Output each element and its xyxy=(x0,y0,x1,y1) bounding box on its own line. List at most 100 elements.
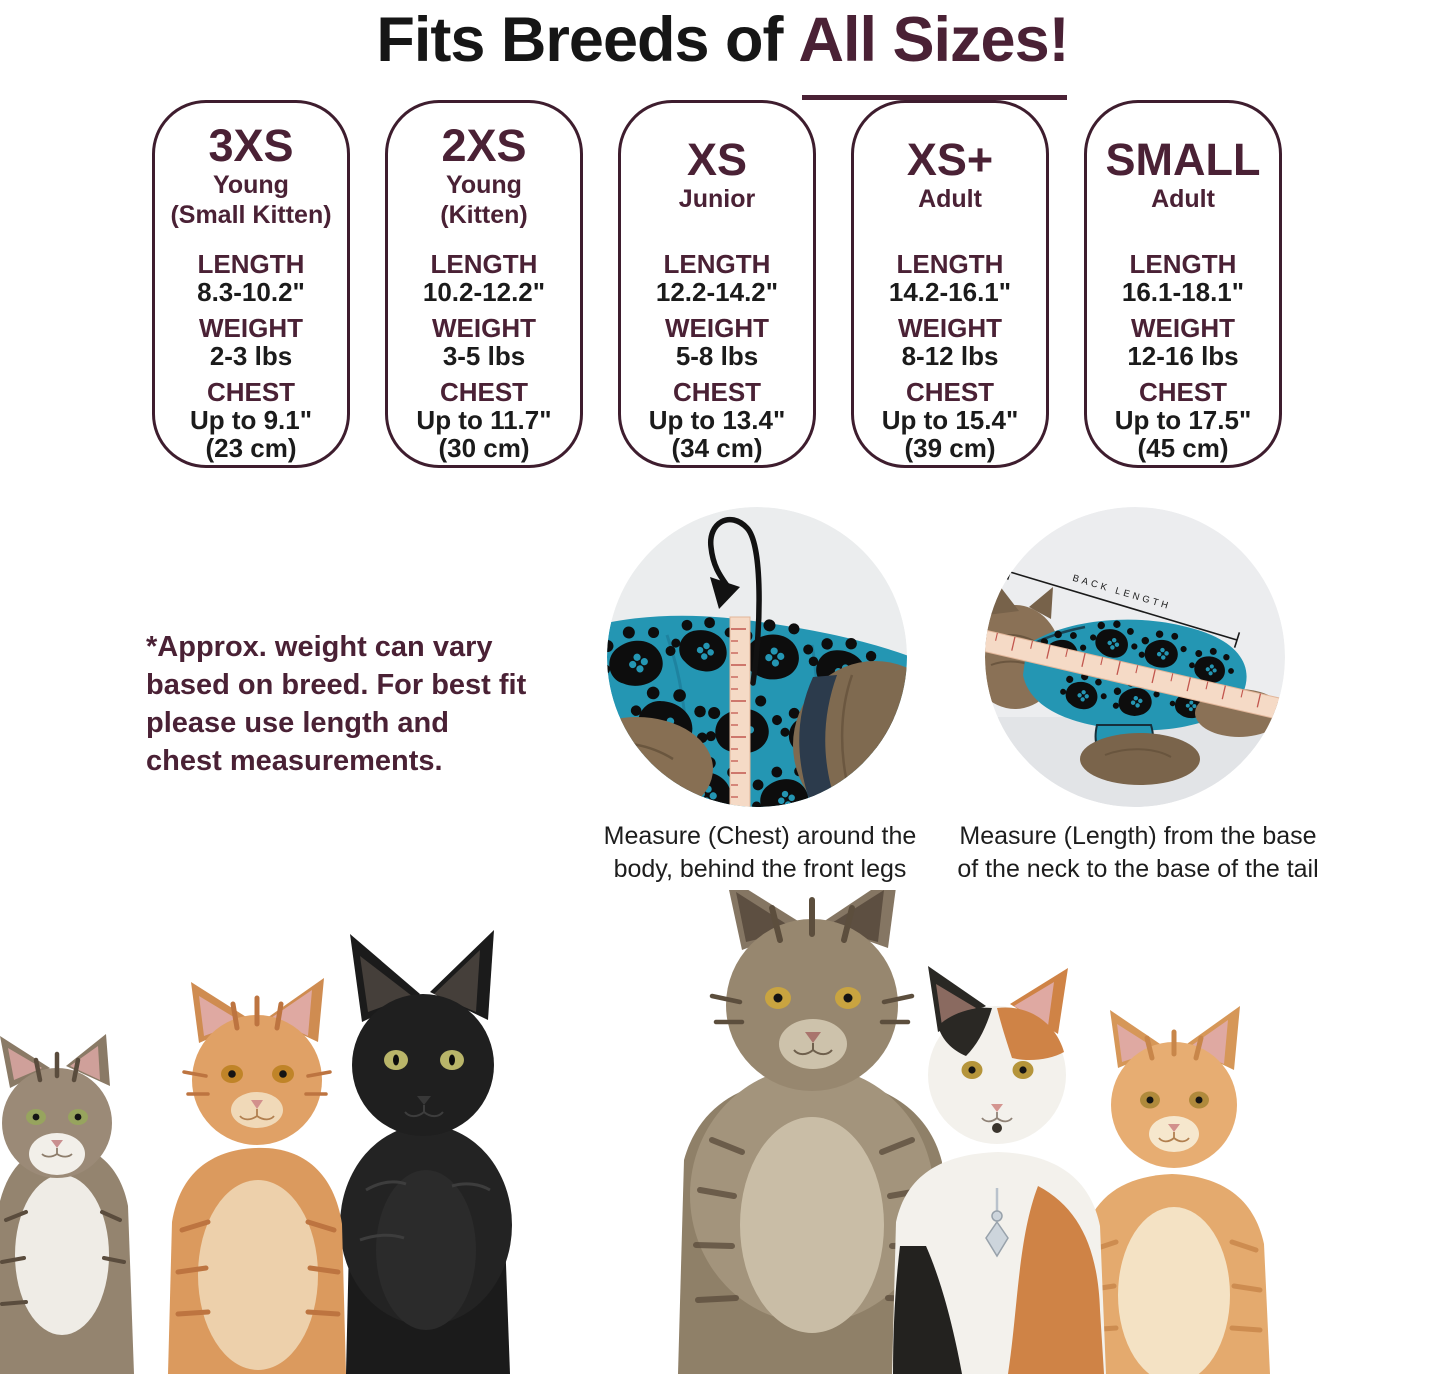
size-name: SMALL xyxy=(1105,134,1261,185)
title-prefix: Fits Breeds of xyxy=(376,5,783,75)
title-highlight: All Sizes! xyxy=(799,4,1070,100)
chest-value: Up to 9.1" xyxy=(189,405,313,435)
chest-spec: CHEST Up to 17.5" (45 cm) xyxy=(1087,378,1279,462)
card-header: 3XS Young (Small Kitten) xyxy=(155,122,347,250)
cat-illustration-large-tabby xyxy=(678,890,948,1374)
suit-collar-trim xyxy=(799,675,839,807)
cat-ear xyxy=(987,585,1019,615)
fit-note-line: *Approx. weight can vary xyxy=(146,631,493,663)
size-card-2xs: 2XS Young (Kitten) LENGTH 10.2-12.2" WEI… xyxy=(385,100,583,468)
size-name: XS xyxy=(686,134,748,185)
size-name: 3XS xyxy=(208,120,294,171)
measuring-tape xyxy=(985,624,1285,727)
weight-value: 2-3 lbs xyxy=(209,341,293,371)
size-group: Junior xyxy=(678,185,756,213)
size-name: XS+ xyxy=(906,134,994,185)
chest-label: CHEST xyxy=(905,377,995,407)
chest-measure-illustration xyxy=(607,507,907,807)
weight-spec: WEIGHT 3-5 lbs xyxy=(388,314,580,370)
weight-label: WEIGHT xyxy=(898,313,1002,343)
chest-cm-value: (30 cm) xyxy=(438,433,530,463)
cat-ear xyxy=(1029,587,1053,619)
length-label: LENGTH xyxy=(663,249,771,279)
length-value: 14.2-16.1" xyxy=(888,277,1012,307)
length-spec: LENGTH 16.1-18.1" xyxy=(1087,250,1279,306)
weight-label: WEIGHT xyxy=(665,313,769,343)
size-group: Adult xyxy=(918,185,982,213)
cats-photo xyxy=(0,890,1445,1374)
caption-line: Measure (Length) from the base xyxy=(959,822,1317,850)
chest-cm-value: (39 cm) xyxy=(904,433,996,463)
size-group: Young xyxy=(446,171,522,199)
length-value: 16.1-18.1" xyxy=(1121,277,1245,307)
size-cards-row: 3XS Young (Small Kitten) LENGTH 8.3-10.2… xyxy=(152,100,1283,468)
chest-spec: CHEST Up to 15.4" (39 cm) xyxy=(854,378,1046,462)
chest-value: Up to 11.7" xyxy=(416,405,552,435)
chest-spec: CHEST Up to 11.7" (30 cm) xyxy=(388,378,580,462)
caption-line: Measure (Chest) around the xyxy=(603,822,917,850)
cat-illustration-black-cat xyxy=(340,930,512,1374)
length-measure-illustration: BACK LENGTH xyxy=(985,507,1285,807)
length-spec: LENGTH 10.2-12.2" xyxy=(388,250,580,306)
length-spec: LENGTH 12.2-14.2" xyxy=(621,250,813,306)
weight-spec: WEIGHT 2-3 lbs xyxy=(155,314,347,370)
chest-cm-value: (34 cm) xyxy=(671,433,763,463)
fit-note-line: chest measurements. xyxy=(146,745,443,777)
cat-illustration-kitten xyxy=(0,1034,134,1374)
title-underline xyxy=(801,95,1067,100)
length-measure-caption: Measure (Length) from the base of the ne… xyxy=(918,820,1358,886)
weight-value: 5-8 lbs xyxy=(675,341,759,371)
chest-value: Up to 15.4" xyxy=(881,405,1019,435)
chest-cm-value: (23 cm) xyxy=(205,433,297,463)
chest-cm-value: (45 cm) xyxy=(1137,433,1229,463)
weight-spec: WEIGHT 5-8 lbs xyxy=(621,314,813,370)
size-card-xs: XS Junior LENGTH 12.2-14.2" WEIGHT 5-8 l… xyxy=(618,100,816,468)
chest-spec: CHEST Up to 9.1" (23 cm) xyxy=(155,378,347,462)
length-spec: LENGTH 14.2-16.1" xyxy=(854,250,1046,306)
length-value: 8.3-10.2" xyxy=(197,277,305,307)
card-header: XS Junior xyxy=(621,122,813,250)
length-measure-photo: BACK LENGTH xyxy=(985,507,1285,807)
length-label: LENGTH xyxy=(197,249,305,279)
curved-arrow-icon xyxy=(708,516,762,686)
size-group-detail: (Kitten) xyxy=(440,201,528,229)
cat-hind-fur xyxy=(1080,733,1200,785)
weight-spec: WEIGHT 8-12 lbs xyxy=(854,314,1046,370)
chest-label: CHEST xyxy=(439,377,529,407)
card-header: XS+ Adult xyxy=(854,122,1046,250)
chest-measure-photo xyxy=(607,507,907,807)
size-card-small: SMALL Adult LENGTH 16.1-18.1" WEIGHT 12-… xyxy=(1084,100,1282,468)
chest-value: Up to 13.4" xyxy=(648,405,786,435)
weight-label: WEIGHT xyxy=(432,313,536,343)
card-header: 2XS Young (Kitten) xyxy=(388,122,580,250)
size-name: 2XS xyxy=(441,120,527,171)
length-label: LENGTH xyxy=(1129,249,1237,279)
length-label: LENGTH xyxy=(896,249,1004,279)
weight-spec: WEIGHT 12-16 lbs xyxy=(1087,314,1279,370)
chest-label: CHEST xyxy=(672,377,762,407)
length-value: 12.2-14.2" xyxy=(655,277,779,307)
size-group: Young xyxy=(213,171,289,199)
weight-label: WEIGHT xyxy=(1131,313,1235,343)
measuring-tape xyxy=(729,616,751,807)
size-group-detail: (Small Kitten) xyxy=(170,201,332,229)
chest-spec: CHEST Up to 13.4" (34 cm) xyxy=(621,378,813,462)
cat-illustration-orange-tabby-right xyxy=(1078,1006,1270,1374)
chest-value: Up to 17.5" xyxy=(1114,405,1252,435)
size-group: Adult xyxy=(1151,185,1215,213)
chest-label: CHEST xyxy=(206,377,296,407)
fit-note: *Approx. weight can vary based on breed.… xyxy=(146,628,586,780)
weight-value: 8-12 lbs xyxy=(901,341,999,371)
card-header: SMALL Adult xyxy=(1087,122,1279,250)
cat-illustration-orange-tabby-left xyxy=(168,978,346,1374)
chest-label: CHEST xyxy=(1138,377,1228,407)
length-value: 10.2-12.2" xyxy=(422,277,546,307)
weight-label: WEIGHT xyxy=(199,313,303,343)
pendant xyxy=(985,1188,1009,1258)
fit-note-line: please use length and xyxy=(146,707,449,739)
caption-line: body, behind the front legs xyxy=(613,855,907,883)
length-label: LENGTH xyxy=(430,249,538,279)
size-card-xs-plus: XS+ Adult LENGTH 14.2-16.1" WEIGHT 8-12 … xyxy=(851,100,1049,468)
page-title: Fits Breeds of All Sizes! xyxy=(0,4,1445,100)
weight-value: 3-5 lbs xyxy=(442,341,526,371)
